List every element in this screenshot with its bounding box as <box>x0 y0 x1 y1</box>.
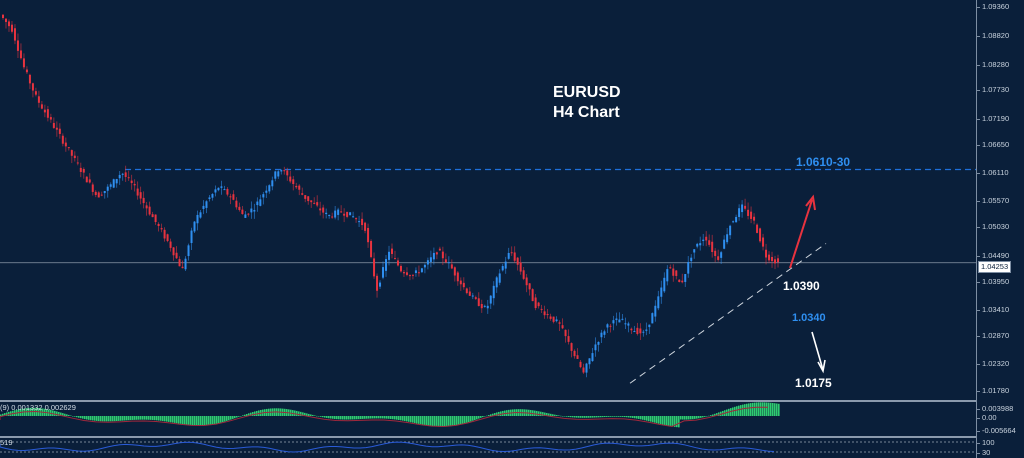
resistance-label: 1.0610-30 <box>796 155 851 169</box>
price-axis[interactable]: 1.09360 1.08820 1.08280 1.07730 1.07190 … <box>976 0 1024 458</box>
price-tick: 1.06110 <box>977 168 1009 177</box>
target-label: 1.0175 <box>795 376 832 390</box>
macd-tick: 0.003988 <box>977 404 1013 413</box>
macd-values-label: (9) 0.001332 0.002629 <box>0 403 76 412</box>
macd-tick: 0.00 <box>977 413 997 422</box>
price-tick: 1.03950 <box>977 277 1009 286</box>
pane-divider-macd[interactable] <box>0 400 976 402</box>
candlestick-series <box>0 13 976 384</box>
current-price-marker: 1.04253 <box>978 261 1012 273</box>
oscillator-pane <box>0 441 976 453</box>
price-tick: 1.06650 <box>977 140 1009 149</box>
support-label-2: 1.0340 <box>792 312 826 324</box>
price-tick: 1.09360 <box>977 2 1009 11</box>
price-tick: 1.07730 <box>977 85 1009 94</box>
price-tick: 1.04490 <box>977 251 1009 260</box>
macd-pane <box>0 402 780 428</box>
price-tick: 1.08820 <box>977 31 1009 40</box>
price-tick: 1.05570 <box>977 196 1009 205</box>
chart-title-timeframe: H4 Chart <box>553 104 620 121</box>
support-label-1: 1.0390 <box>783 279 820 293</box>
oscillator-values-label: 519 <box>0 438 13 447</box>
price-tick: 1.02320 <box>977 359 1009 368</box>
main-chart-pane[interactable]: EURUSD H4 Chart 1.0610-30 1.0390 1.0340 … <box>0 0 976 400</box>
pane-divider-oscillator[interactable] <box>0 436 976 438</box>
osc-tick: 30 <box>977 448 990 457</box>
price-tick: 1.08280 <box>977 60 1009 69</box>
macd-tick: -0.005664 <box>977 426 1016 435</box>
price-tick: 1.07190 <box>977 114 1009 123</box>
osc-tick: 100 <box>977 438 995 447</box>
price-tick: 1.03410 <box>977 305 1009 314</box>
price-tick: 1.01780 <box>977 386 1009 395</box>
price-tick: 1.05030 <box>977 222 1009 231</box>
chart-title-symbol: EURUSD <box>553 84 621 101</box>
price-tick: 1.02870 <box>977 331 1009 340</box>
